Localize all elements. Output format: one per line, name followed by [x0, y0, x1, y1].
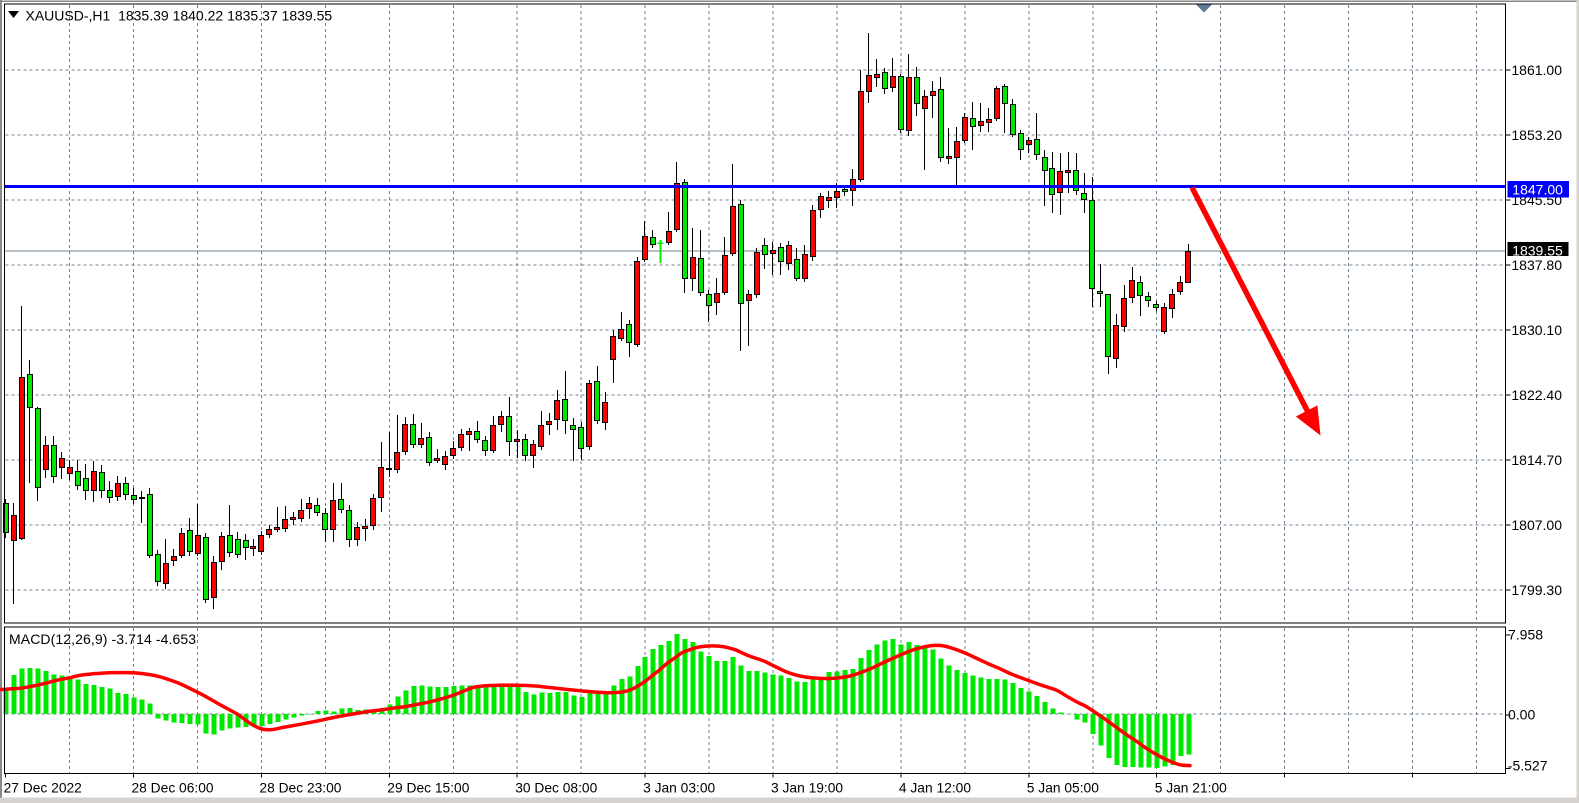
svg-text:27 Dec 2022: 27 Dec 2022: [4, 780, 82, 795]
svg-text:7.958: 7.958: [1508, 627, 1543, 643]
svg-text:0.00: 0.00: [1508, 707, 1535, 723]
svg-text:1853.20: 1853.20: [1511, 127, 1562, 143]
svg-text:1807.00: 1807.00: [1511, 517, 1562, 533]
svg-text:3 Jan 03:00: 3 Jan 03:00: [643, 780, 715, 795]
svg-text:1799.30: 1799.30: [1511, 582, 1562, 598]
svg-text:1847.00: 1847.00: [1512, 181, 1563, 197]
svg-text:1814.70: 1814.70: [1511, 452, 1562, 468]
svg-text:30 Dec 08:00: 30 Dec 08:00: [515, 780, 597, 795]
svg-text:5 Jan 05:00: 5 Jan 05:00: [1027, 780, 1099, 795]
svg-text:1822.40: 1822.40: [1511, 387, 1562, 403]
svg-text:1830.10: 1830.10: [1511, 322, 1562, 338]
svg-text:XAUUSD-,H1 1835.39 1840.22 18: XAUUSD-,H1 1835.39 1840.22 1835.37 1839.…: [26, 8, 333, 24]
svg-text:28 Dec 23:00: 28 Dec 23:00: [259, 780, 341, 795]
svg-text:1861.00: 1861.00: [1511, 62, 1562, 78]
svg-text:28 Dec 06:00: 28 Dec 06:00: [132, 780, 214, 795]
svg-text:4 Jan 12:00: 4 Jan 12:00: [899, 780, 971, 795]
svg-text:3 Jan 19:00: 3 Jan 19:00: [771, 780, 843, 795]
svg-text:5 Jan 21:00: 5 Jan 21:00: [1155, 780, 1227, 795]
svg-text:-5.527: -5.527: [1508, 757, 1548, 773]
svg-text:1837.80: 1837.80: [1511, 257, 1562, 273]
svg-text:1839.55: 1839.55: [1512, 242, 1563, 258]
svg-text:29 Dec 15:00: 29 Dec 15:00: [387, 780, 469, 795]
svg-text:MACD(12,26,9) -3.714 -4.653: MACD(12,26,9) -3.714 -4.653: [9, 631, 196, 647]
